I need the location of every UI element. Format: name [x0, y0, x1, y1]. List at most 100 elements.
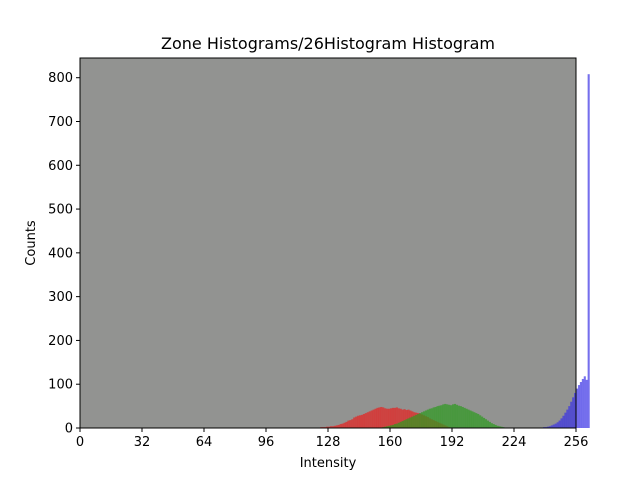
- histogram-bar-2-24: [553, 425, 555, 429]
- plot-area: [80, 58, 576, 428]
- histogram-bar-1-21: [421, 412, 423, 428]
- histogram-bar-1-45: [468, 410, 470, 428]
- y-tick-label: 300: [48, 290, 73, 305]
- histogram-bar-1-7: [394, 424, 396, 428]
- x-tick-label: 224: [502, 435, 527, 450]
- x-tick-label: 64: [196, 435, 213, 450]
- x-axis-label: Intensity: [300, 456, 357, 471]
- histogram-bar-2-30: [564, 413, 566, 428]
- histogram-bar-1-44: [466, 409, 468, 428]
- y-tick-label: 500: [48, 203, 73, 218]
- histogram-bar-1-58: [493, 424, 495, 428]
- histogram-bar-0-25: [359, 415, 361, 428]
- histogram-bar-1-14: [407, 418, 409, 428]
- histogram-bar-1-54: [485, 419, 487, 428]
- histogram-bar-1-17: [413, 416, 415, 428]
- histogram-bar-1-37: [452, 404, 454, 428]
- histogram-bar-1-36: [450, 405, 452, 428]
- histogram-bar-1-29: [437, 406, 439, 428]
- histogram-bar-0-20: [349, 420, 351, 428]
- histogram-bar-1-40: [458, 406, 460, 428]
- histogram-bar-1-22: [423, 411, 425, 428]
- histogram-bar-0-18: [345, 422, 347, 428]
- x-tick-label: 96: [258, 435, 275, 450]
- histogram-bar-1-30: [438, 406, 440, 428]
- histogram-bar-2-27: [559, 421, 561, 428]
- histogram-bar-1-41: [460, 406, 462, 428]
- histogram-bar-1-12: [404, 420, 406, 428]
- histogram-bar-1-11: [402, 421, 404, 428]
- histogram-bar-2-42: [588, 74, 590, 428]
- histogram-bar-0-32: [373, 410, 375, 428]
- histogram-bar-1-13: [406, 419, 408, 428]
- histogram-bar-1-53: [483, 418, 485, 428]
- x-tick-label: 32: [134, 435, 151, 450]
- histogram-bar-1-20: [419, 413, 421, 428]
- histogram-bar-1-49: [475, 413, 477, 428]
- histogram-bar-2-40: [584, 376, 586, 428]
- histogram-bar-1-56: [489, 422, 491, 428]
- histogram-bar-1-19: [417, 414, 419, 428]
- histogram-bar-0-31: [371, 410, 373, 428]
- histogram-bar-2-34: [572, 397, 574, 428]
- histogram-bar-1-23: [425, 410, 427, 428]
- histogram-bar-1-52: [481, 417, 483, 428]
- histogram-bar-0-19: [347, 421, 349, 428]
- histogram-bar-1-42: [462, 407, 464, 428]
- histogram-bar-0-28: [365, 413, 367, 428]
- histogram-bar-1-16: [411, 417, 413, 428]
- histogram-bar-0-41: [390, 408, 392, 428]
- histogram-bar-1-26: [431, 408, 433, 428]
- y-tick-label: 0: [65, 422, 73, 437]
- histogram-bar-2-41: [586, 380, 588, 428]
- histogram-bar-1-15: [409, 417, 411, 428]
- histogram-bar-1-33: [444, 404, 446, 428]
- histogram-bar-1-25: [429, 409, 431, 428]
- y-tick-label: 600: [48, 159, 73, 174]
- histogram-bar-1-24: [427, 410, 429, 428]
- histogram-bar-2-38: [580, 382, 582, 428]
- histogram-bar-0-21: [351, 419, 353, 428]
- histogram-bar-1-27: [433, 407, 435, 428]
- histogram-bar-0-34: [376, 408, 378, 428]
- y-tick-label: 700: [48, 115, 73, 130]
- histogram-bar-0-23: [355, 417, 357, 428]
- histogram-bar-1-9: [398, 423, 400, 428]
- x-tick-label: 128: [316, 435, 341, 450]
- histogram-bar-1-51: [479, 415, 481, 428]
- histogram-bar-1-34: [446, 404, 448, 428]
- x-tick-label: 160: [378, 435, 403, 450]
- histogram-bar-1-38: [454, 404, 456, 428]
- histogram-bar-1-48: [473, 412, 475, 428]
- histogram-bar-1-8: [396, 424, 398, 428]
- histogram-bar-2-25: [555, 424, 557, 428]
- histogram-bar-1-32: [442, 404, 444, 428]
- histogram-bar-1-18: [415, 415, 417, 428]
- y-axis-label: Counts: [24, 220, 39, 266]
- histogram-bar-1-57: [491, 423, 493, 428]
- histogram-bar-0-29: [367, 412, 369, 428]
- histogram-bar-1-31: [440, 405, 442, 428]
- histogram-bar-2-33: [570, 402, 572, 428]
- y-tick-label: 100: [48, 378, 73, 393]
- histogram-bar-0-39: [386, 409, 388, 428]
- histogram-bar-0-37: [382, 407, 384, 428]
- histogram-bar-0-35: [378, 407, 380, 428]
- histogram-bar-0-26: [361, 415, 363, 428]
- histogram-bar-1-28: [435, 407, 437, 428]
- histogram-bar-0-36: [380, 407, 382, 428]
- y-tick-label: 400: [48, 246, 73, 261]
- x-tick-label: 192: [440, 435, 465, 450]
- histogram-bar-1-47: [471, 411, 473, 428]
- histogram-bar-0-27: [363, 414, 365, 428]
- x-tick-label: 256: [564, 435, 589, 450]
- histogram-bar-0-30: [369, 411, 371, 428]
- histogram-bar-1-50: [477, 414, 479, 428]
- histogram-bar-2-39: [582, 379, 584, 428]
- histogram-bar-0-16: [342, 424, 344, 428]
- histogram-bar-0-24: [357, 416, 359, 428]
- histogram-bar-1-39: [456, 405, 458, 428]
- histogram-bar-2-31: [566, 410, 568, 428]
